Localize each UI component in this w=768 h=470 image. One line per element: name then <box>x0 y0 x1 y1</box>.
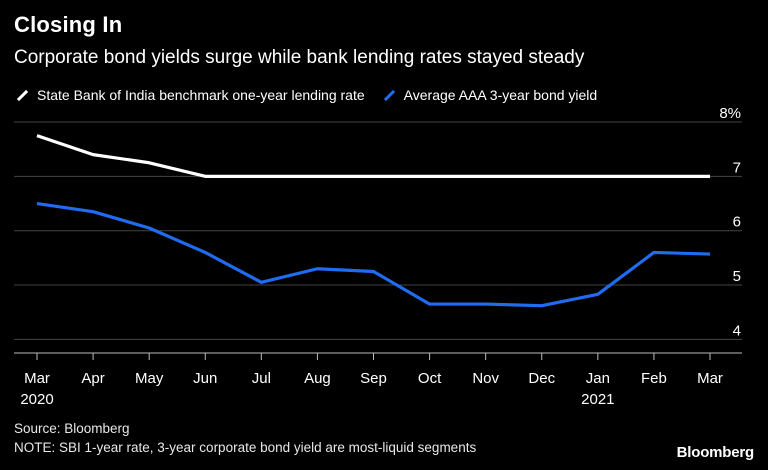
x-year-label: 2021 <box>581 391 614 408</box>
chart-subtitle: Corporate bond yields surge while bank l… <box>14 47 585 68</box>
x-tick-label: May <box>135 370 164 387</box>
x-tick-label: Dec <box>528 370 555 387</box>
y-tick-label: 8% <box>719 105 741 122</box>
x-tick-label: Sep <box>360 370 387 387</box>
x-tick-label: Aug <box>304 370 331 387</box>
x-tick-label: Jan <box>586 370 610 387</box>
footnote: NOTE: SBI 1-year rate, 3-year corporate … <box>14 440 477 455</box>
legend-item-bond-yield: Average AAA 3-year bond yield <box>381 87 598 103</box>
y-tick-label: 6 <box>733 214 741 231</box>
chart-legend: State Bank of India benchmark one-year l… <box>14 87 613 103</box>
x-tick-label: Feb <box>641 370 667 387</box>
legend-item-sbi: State Bank of India benchmark one-year l… <box>14 87 365 103</box>
source-note: Source: Bloomberg <box>14 421 130 436</box>
x-tick-label: Jul <box>252 370 271 387</box>
series-line-sbi-lending-rate <box>36 134 710 178</box>
y-tick-label: 5 <box>733 268 741 285</box>
legend-label-bond-yield: Average AAA 3-year bond yield <box>403 87 598 103</box>
x-tick-label: Apr <box>81 370 104 387</box>
x-tick-label: Mar <box>697 370 723 387</box>
bloomberg-logo: Bloomberg <box>676 444 755 461</box>
x-year-label: 2020 <box>20 391 53 408</box>
y-tick-label: 7 <box>733 159 741 176</box>
x-tick-label: Jun <box>193 370 217 387</box>
x-tick-label: Oct <box>418 370 442 387</box>
x-tick-label: Mar <box>24 370 50 387</box>
series-line-aaa-bond-yield <box>36 201 711 308</box>
legend-label-sbi: State Bank of India benchmark one-year l… <box>37 87 365 103</box>
x-tick-label: Nov <box>472 370 499 387</box>
y-tick-label: 4 <box>733 322 741 339</box>
chart-title: Closing In <box>14 12 123 37</box>
